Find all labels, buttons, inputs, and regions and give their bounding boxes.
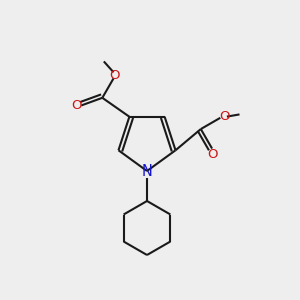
Text: O: O: [109, 69, 119, 82]
Text: O: O: [207, 148, 217, 161]
Text: O: O: [220, 110, 230, 123]
Text: O: O: [71, 99, 82, 112]
Text: N: N: [142, 164, 152, 178]
